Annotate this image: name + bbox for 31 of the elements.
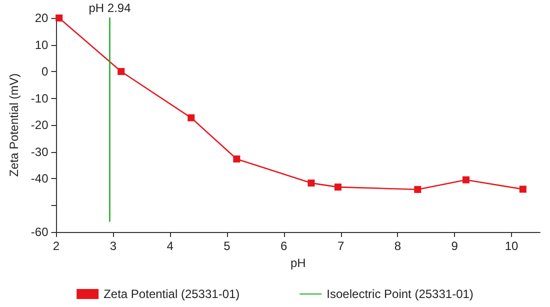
y-tick-label: 0: [42, 64, 49, 78]
x-tick-label: 7: [337, 239, 344, 253]
point: [519, 186, 526, 193]
point: [233, 155, 240, 162]
y-tick-label: 20: [34, 11, 49, 25]
y-tick-label: -60: [30, 225, 49, 239]
x-tick-label: 4: [166, 239, 174, 253]
point: [56, 14, 63, 22]
y-tick-label: -20: [30, 118, 49, 132]
x-axis-title: pH: [290, 256, 306, 270]
legend-label: Zeta Potential (25331-01): [104, 287, 240, 301]
x-tick-label: 6: [280, 239, 288, 253]
y-tick-label: 10: [34, 38, 49, 52]
x-tick-label: 2: [52, 239, 60, 253]
x-tick-label: 8: [394, 239, 402, 253]
y-tick-label: -30: [30, 144, 49, 159]
x-tick-label: 9: [451, 239, 458, 253]
x-tick-label: 5: [224, 239, 231, 253]
y-tick-label: -40: [30, 172, 49, 186]
x-tick-label: 3: [110, 239, 117, 253]
point: [308, 180, 315, 187]
annotation: pH 2.94: [88, 1, 132, 15]
y-axis-title: Zeta Potential (mV): [7, 73, 21, 177]
point: [334, 184, 342, 191]
point: [188, 114, 195, 122]
point: [118, 68, 125, 75]
y-tick-label: -10: [30, 91, 49, 106]
point: [414, 186, 422, 193]
point: [462, 176, 470, 184]
legend-label: Isoelectric Point (25331-01): [326, 287, 474, 301]
x-tick-label: 10: [504, 239, 519, 253]
